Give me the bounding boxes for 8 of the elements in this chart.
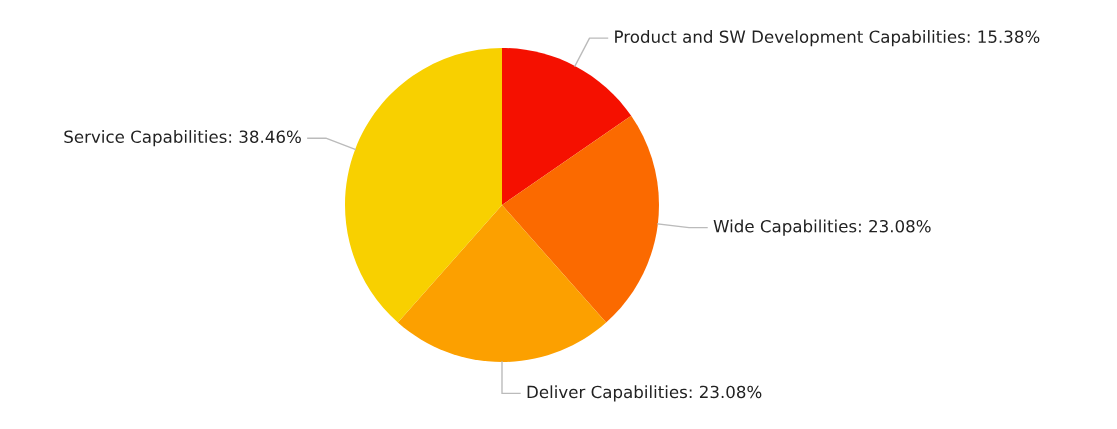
slice-label: Service Capabilities: 38.46% xyxy=(64,130,301,147)
slice-label: Product and SW Development Capabilities: 15.38% xyxy=(615,30,1040,47)
pie-slice xyxy=(397,205,607,362)
pie-slice xyxy=(502,48,632,205)
pie-slice xyxy=(502,115,659,323)
slice-label: Deliver Capabilities: 23.08% xyxy=(527,385,762,402)
slice-label: Wide Capabilities: 23.08% xyxy=(713,219,931,236)
pie-slice xyxy=(345,48,502,323)
